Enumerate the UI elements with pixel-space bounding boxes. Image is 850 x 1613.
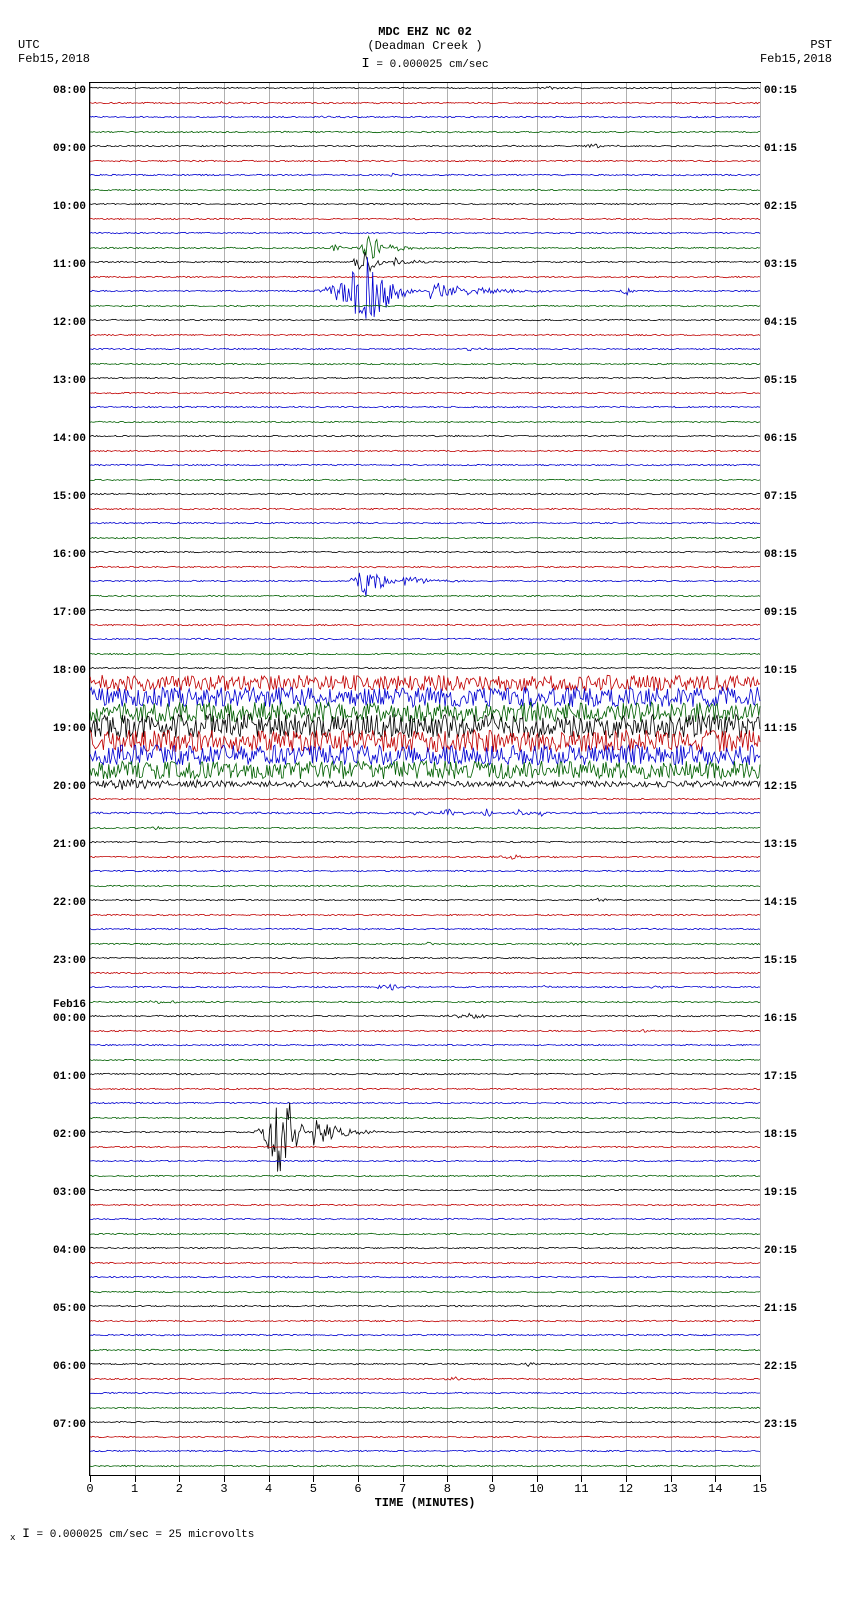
time-label-pst: 13:15 — [760, 839, 797, 851]
date-right-label: Feb15,2018 — [760, 52, 832, 66]
time-label-pst: 01:15 — [760, 143, 797, 155]
time-label-utc: 04:00 — [53, 1245, 90, 1257]
grid-line — [760, 83, 761, 1475]
x-tick-label: 0 — [86, 1482, 93, 1496]
x-tick-label: 11 — [574, 1482, 588, 1496]
time-label-pst: 22:15 — [760, 1361, 797, 1373]
x-tick-label: 2 — [176, 1482, 183, 1496]
time-label-utc: 12:00 — [53, 317, 90, 329]
time-label-utc: 03:00 — [53, 1187, 90, 1199]
time-label-utc: 02:00 — [53, 1129, 90, 1141]
x-tick-label: 6 — [354, 1482, 361, 1496]
time-label-pst: 18:15 — [760, 1129, 797, 1141]
time-label-utc: 00:00 — [53, 1013, 90, 1025]
time-label-utc: 13:00 — [53, 375, 90, 387]
tz-left-label: UTC — [18, 38, 90, 52]
time-label-pst: 19:15 — [760, 1187, 797, 1199]
time-label-utc: 23:00 — [53, 955, 90, 967]
time-label-utc: Feb16 — [53, 999, 90, 1011]
x-tick-label: 15 — [753, 1482, 767, 1496]
time-label-utc: 22:00 — [53, 897, 90, 909]
x-tick-label: 14 — [708, 1482, 722, 1496]
waveform — [90, 1465, 760, 1466]
time-label-pst: 09:15 — [760, 607, 797, 619]
time-label-utc: 01:00 — [53, 1071, 90, 1083]
time-label-utc: 16:00 — [53, 549, 90, 561]
time-label-pst: 00:15 — [760, 85, 797, 97]
seismogram-container: UTC Feb15,2018 PST Feb15,2018 MDC EHZ NC… — [0, 0, 850, 1553]
time-label-pst: 16:15 — [760, 1013, 797, 1025]
time-label-utc: 18:00 — [53, 665, 90, 677]
time-label-pst: 02:15 — [760, 201, 797, 213]
time-label-utc: 06:00 — [53, 1361, 90, 1373]
time-label-pst: 08:15 — [760, 549, 797, 561]
time-label-utc: 07:00 — [53, 1419, 90, 1431]
time-label-utc: 21:00 — [53, 839, 90, 851]
time-label-pst: 11:15 — [760, 723, 797, 735]
date-left-label: Feb15,2018 — [18, 52, 90, 66]
time-label-pst: 07:15 — [760, 491, 797, 503]
x-tick-label: 13 — [663, 1482, 677, 1496]
time-label-utc: 05:00 — [53, 1303, 90, 1315]
time-label-utc: 08:00 — [53, 85, 90, 97]
time-label-pst: 15:15 — [760, 955, 797, 967]
time-label-utc: 11:00 — [53, 259, 90, 271]
time-label-pst: 05:15 — [760, 375, 797, 387]
time-label-pst: 17:15 — [760, 1071, 797, 1083]
time-label-pst: 21:15 — [760, 1303, 797, 1315]
time-label-utc: 10:00 — [53, 201, 90, 213]
trace-svg — [90, 1401, 760, 1531]
tz-right: PST Feb15,2018 — [760, 38, 832, 66]
plot-wrapper: 08:00 00:15 09:00 01:15 10:00 02:15 11:00 03:15… — [50, 82, 800, 1506]
time-label-pst: 23:15 — [760, 1419, 797, 1431]
tz-right-label: PST — [760, 38, 832, 52]
seismogram-plot: 08:0000:1509:0001:1510:0002:1511:0003:15… — [89, 82, 761, 1476]
time-label-utc: 19:00 — [53, 723, 90, 735]
time-label-utc: 20:00 — [53, 781, 90, 793]
time-label-pst: 04:15 — [760, 317, 797, 329]
x-tick-label: 10 — [529, 1482, 543, 1496]
time-label-pst: 03:15 — [760, 259, 797, 271]
time-label-pst: 20:15 — [760, 1245, 797, 1257]
x-tick-label: 8 — [444, 1482, 451, 1496]
time-label-utc: 17:00 — [53, 607, 90, 619]
x-axis: TIME (MINUTES) 0123456789101112131415 — [90, 1476, 760, 1506]
time-label-pst: 10:15 — [760, 665, 797, 677]
x-tick-label: 5 — [310, 1482, 317, 1496]
time-label-utc: 15:00 — [53, 491, 90, 503]
x-axis-title: TIME (MINUTES) — [375, 1496, 476, 1510]
time-label-utc: 09:00 — [53, 143, 90, 155]
time-label-pst: 14:15 — [760, 897, 797, 909]
x-tick-label: 1 — [131, 1482, 138, 1496]
x-tick-label: 3 — [220, 1482, 227, 1496]
time-label-utc: 14:00 — [53, 433, 90, 445]
x-tick-label: 7 — [399, 1482, 406, 1496]
footer-text: = 0.000025 cm/sec = 25 microvolts — [37, 1529, 255, 1541]
time-label-pst: 06:15 — [760, 433, 797, 445]
tz-left: UTC Feb15,2018 — [18, 38, 90, 66]
time-label-pst: 12:15 — [760, 781, 797, 793]
x-tick-label: 9 — [488, 1482, 495, 1496]
x-tick-label: 12 — [619, 1482, 633, 1496]
x-tick-label: 4 — [265, 1482, 272, 1496]
trace-row — [90, 1461, 760, 1476]
